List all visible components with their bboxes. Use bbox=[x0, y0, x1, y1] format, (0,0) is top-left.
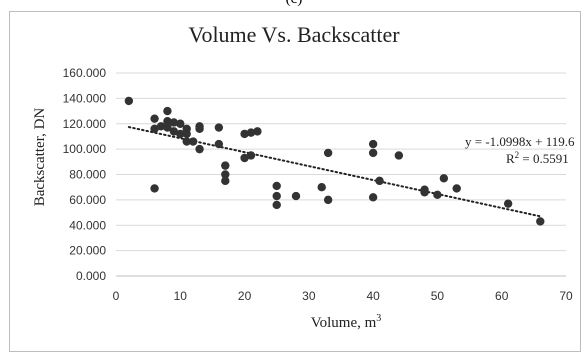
data-point bbox=[156, 122, 166, 131]
data-point bbox=[214, 139, 224, 149]
gridlines bbox=[116, 72, 566, 277]
data-point bbox=[150, 124, 159, 134]
data-point bbox=[368, 139, 378, 149]
data-point bbox=[291, 191, 301, 201]
data-point bbox=[163, 123, 172, 132]
data-point bbox=[368, 148, 378, 158]
data-point bbox=[182, 137, 191, 146]
data-point bbox=[375, 176, 384, 186]
y-tick-label: 140.000 bbox=[63, 91, 107, 105]
y-tick-label: 160.000 bbox=[63, 66, 107, 80]
data-point bbox=[169, 118, 179, 127]
x-tick-label: 20 bbox=[238, 289, 252, 303]
data-point bbox=[420, 188, 429, 197]
data-point bbox=[246, 151, 256, 160]
data-point bbox=[536, 217, 545, 226]
data-point bbox=[188, 137, 198, 146]
x-tick-label: 30 bbox=[302, 289, 316, 303]
data-point bbox=[240, 129, 249, 139]
chart-frame bbox=[9, 11, 581, 352]
data-point bbox=[176, 129, 185, 139]
panel-label: (c) bbox=[0, 0, 588, 8]
data-point bbox=[433, 190, 442, 199]
x-tick-label: 50 bbox=[431, 289, 445, 303]
y-tick-labels: 0.000 20.000 40.000 60.000 80.000 100.000 120.… bbox=[63, 66, 107, 283]
data-point bbox=[182, 129, 191, 139]
y-tick-label: 120.000 bbox=[63, 117, 107, 131]
data-points bbox=[124, 96, 545, 226]
data-point bbox=[163, 117, 172, 126]
data-point bbox=[452, 184, 461, 193]
data-point bbox=[163, 106, 172, 116]
y-tick-label: 80.000 bbox=[69, 168, 106, 182]
data-point bbox=[169, 127, 179, 136]
data-point bbox=[221, 176, 230, 186]
data-point bbox=[317, 182, 326, 192]
trendline bbox=[127, 126, 542, 218]
data-point bbox=[272, 200, 281, 210]
y-tick-label: 20.000 bbox=[69, 244, 106, 258]
data-point bbox=[214, 123, 224, 132]
data-point bbox=[272, 191, 281, 201]
chart-title: Volume Vs. Backscatter bbox=[188, 22, 400, 47]
x-tick-label: 40 bbox=[366, 289, 380, 303]
x-tick-label: 70 bbox=[559, 289, 573, 303]
x-tick-label: 60 bbox=[495, 289, 509, 303]
data-point bbox=[176, 119, 185, 128]
x-tick-label: 10 bbox=[174, 289, 188, 303]
data-point bbox=[195, 124, 204, 134]
y-tick-label: 100.000 bbox=[63, 142, 107, 156]
r-squared-label: R2 = 0.5591 bbox=[506, 150, 569, 166]
data-point bbox=[240, 153, 249, 163]
data-point bbox=[221, 170, 230, 179]
data-point bbox=[439, 174, 449, 183]
x-axis-label: Volume, m3 bbox=[311, 313, 382, 331]
y-axis-label: Backscatter, DN bbox=[32, 108, 48, 207]
data-point bbox=[150, 114, 159, 123]
data-point bbox=[272, 181, 281, 191]
x-tick-labels: 0 10 20 30 40 50 60 70 bbox=[113, 289, 573, 303]
data-point bbox=[323, 195, 333, 205]
trendline-equation: y = -1.0998x + 119.6 bbox=[465, 134, 575, 149]
y-tick-label: 40.000 bbox=[69, 218, 106, 232]
data-point bbox=[195, 144, 204, 154]
data-point bbox=[503, 199, 513, 208]
data-point bbox=[253, 127, 262, 136]
data-point bbox=[323, 148, 333, 158]
y-tick-label: 0.000 bbox=[76, 269, 106, 283]
data-point bbox=[246, 128, 256, 137]
x-tick-label: 0 bbox=[113, 289, 120, 303]
data-point bbox=[124, 96, 134, 106]
y-tick-label: 60.000 bbox=[69, 193, 106, 207]
data-point bbox=[368, 193, 378, 202]
data-point bbox=[221, 161, 230, 170]
data-point bbox=[150, 184, 159, 193]
data-point bbox=[394, 151, 404, 160]
